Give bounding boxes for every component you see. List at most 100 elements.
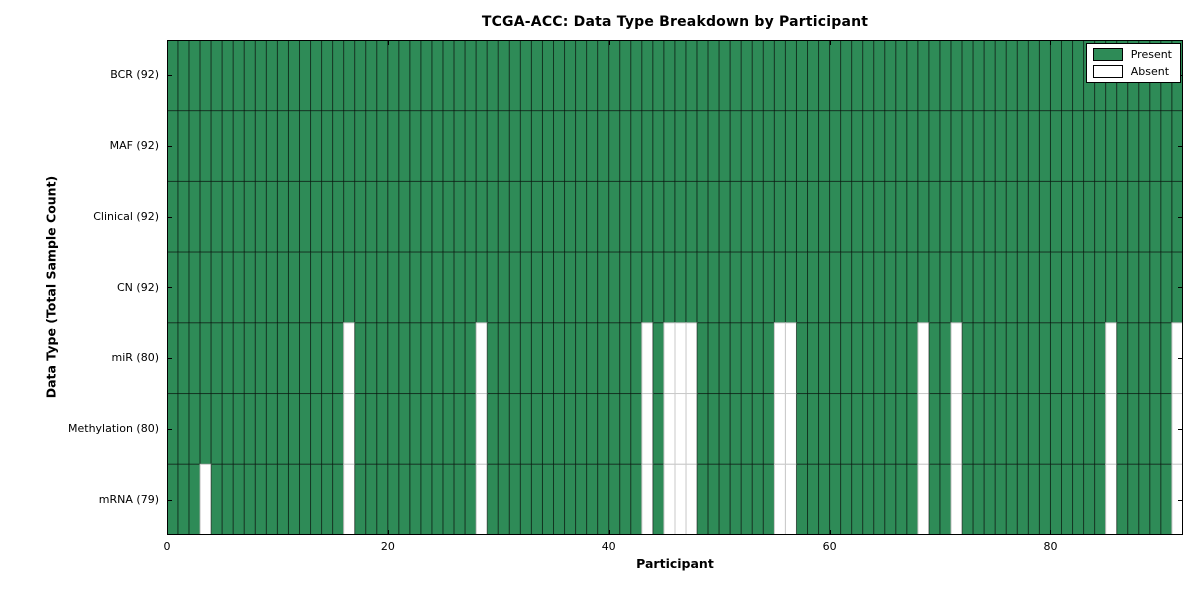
cell-present	[453, 322, 466, 395]
cell-present	[1094, 322, 1107, 395]
cell-present	[519, 322, 532, 395]
cell-present	[210, 322, 223, 395]
cell-present	[762, 463, 775, 535]
cell-present	[630, 180, 643, 253]
cell-present	[1049, 110, 1063, 182]
cell-present	[1138, 463, 1151, 535]
cell-present	[299, 322, 312, 395]
cell-absent	[663, 393, 676, 465]
cell-present	[1038, 322, 1051, 395]
cell-present	[707, 393, 720, 465]
cell-present	[398, 180, 411, 253]
cell-present	[807, 393, 820, 465]
cell-present	[862, 251, 875, 324]
cell-present	[287, 180, 301, 253]
cell-present	[464, 110, 477, 182]
cell-present	[906, 463, 919, 535]
cell-present	[762, 180, 775, 253]
x-tick-label: 20	[380, 540, 395, 553]
cell-present	[994, 110, 1007, 182]
cell-present	[840, 110, 853, 182]
cell-present	[829, 180, 842, 253]
cell-present	[939, 40, 952, 112]
cell-present	[519, 110, 532, 182]
cell-present	[906, 40, 919, 112]
cell-present	[1061, 110, 1074, 182]
cell-present	[276, 393, 289, 465]
y-tick-label: mRNA (79)	[98, 492, 159, 506]
cell-present	[486, 463, 499, 535]
cell-present	[1138, 322, 1151, 395]
cell-absent	[1105, 463, 1118, 535]
cell-present	[829, 251, 842, 324]
cell-present	[818, 180, 831, 253]
cell-absent	[475, 463, 488, 535]
x-axis-label: Participant	[636, 556, 714, 571]
cell-present	[1116, 393, 1129, 465]
cell-present	[729, 251, 742, 324]
cell-present	[310, 322, 323, 395]
cell-present	[641, 251, 654, 324]
cell-present	[332, 322, 345, 395]
cell-present	[321, 463, 334, 535]
cell-present	[994, 322, 1007, 395]
cell-present	[365, 40, 378, 112]
cell-present	[177, 322, 190, 395]
cell-present	[497, 393, 510, 465]
cell-present	[332, 463, 345, 535]
cell-present	[586, 322, 599, 395]
cell-present	[1061, 322, 1074, 395]
cell-present	[1083, 251, 1096, 324]
cell-present	[1049, 393, 1063, 465]
cell-present	[243, 393, 256, 465]
cell-present	[1127, 393, 1140, 465]
cell-present	[343, 40, 356, 112]
cell-present	[1005, 110, 1018, 182]
cell-present	[332, 251, 345, 324]
cell-present	[310, 40, 323, 112]
cell-present	[497, 180, 510, 253]
cell-present	[354, 322, 367, 395]
cell-present	[961, 40, 974, 112]
cell-present	[453, 180, 466, 253]
cell-present	[541, 180, 555, 253]
cell-present	[685, 180, 698, 253]
cell-present	[751, 322, 764, 395]
cell-present	[210, 251, 223, 324]
cell-present	[453, 463, 466, 535]
cell-present	[530, 110, 543, 182]
cell-present	[188, 463, 201, 535]
cell-present	[541, 322, 555, 395]
cell-present	[740, 251, 753, 324]
cell-present	[387, 40, 400, 112]
cell-present	[1016, 463, 1029, 535]
cell-present	[884, 393, 897, 465]
cell-present	[1027, 251, 1040, 324]
cell-present	[1138, 393, 1151, 465]
cell-present	[398, 463, 411, 535]
cell-present	[663, 110, 676, 182]
cell-present	[1027, 110, 1040, 182]
cell-present	[188, 40, 201, 112]
cell-present	[939, 251, 952, 324]
cell-present	[630, 110, 643, 182]
cell-absent	[950, 463, 963, 535]
cell-present	[177, 40, 190, 112]
cell-present	[795, 110, 809, 182]
cell-present	[354, 110, 367, 182]
cell-present	[453, 393, 466, 465]
cell-present	[265, 463, 278, 535]
cell-present	[961, 322, 974, 395]
cell-present	[553, 463, 566, 535]
cell-absent	[641, 393, 654, 465]
cell-present	[376, 393, 389, 465]
cell-absent	[784, 322, 797, 395]
cell-present	[431, 251, 444, 324]
cell-present	[597, 180, 610, 253]
cell-present	[1061, 251, 1074, 324]
cell-present	[486, 393, 499, 465]
cell-present	[486, 40, 499, 112]
cell-present	[442, 251, 455, 324]
cell-absent	[773, 463, 786, 535]
cell-present	[575, 40, 588, 112]
